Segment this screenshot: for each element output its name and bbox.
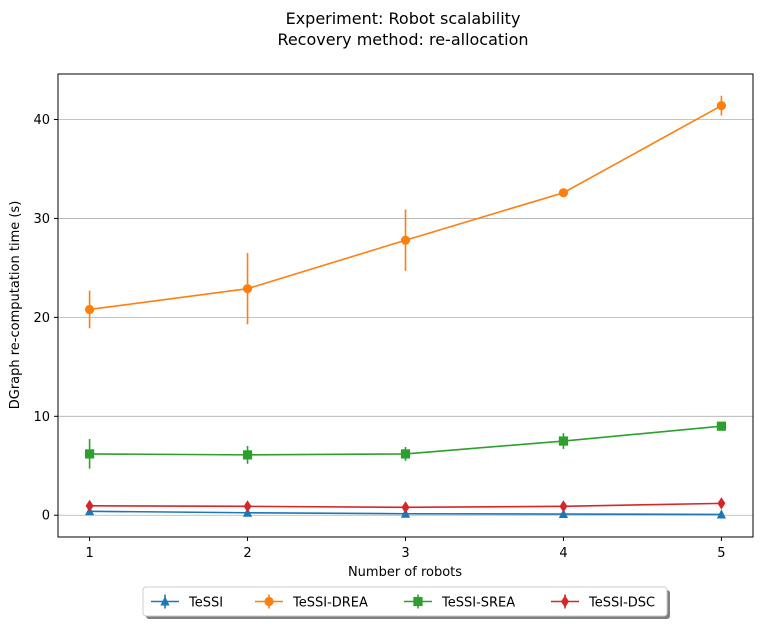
legend-entry-tessi-dsc-marker xyxy=(561,595,569,608)
legend-entry-tessi-srea-marker xyxy=(413,596,423,607)
y-tick-label: 30 xyxy=(33,212,50,227)
plot-frame xyxy=(57,73,754,538)
legend-entry-tessi-dsc: TeSSI-DSC xyxy=(551,594,655,611)
series-tessi-drea-point xyxy=(558,188,569,198)
legend-entry-tessi: TeSSI xyxy=(151,594,223,611)
series-tessi-dsc-point xyxy=(85,499,94,512)
y-axis-label: DGraph re-computation time (s) xyxy=(8,201,23,410)
series-layer xyxy=(84,95,727,519)
chart-title-line-2: Recovery method: re-allocation xyxy=(277,30,528,49)
grid-lines xyxy=(58,119,753,516)
series-tessi-drea-point xyxy=(84,304,95,315)
series-tessi-drea-point xyxy=(716,101,727,111)
series-tessi-srea-point xyxy=(242,450,253,460)
series-tessi-srea-point xyxy=(84,449,95,459)
x-tick-label: 3 xyxy=(401,546,409,561)
x-tick-label: 4 xyxy=(559,546,567,561)
x-tick-label: 1 xyxy=(85,546,93,561)
series-tessi-dsc-point xyxy=(717,497,726,510)
series-tessi-srea-point xyxy=(716,421,727,431)
series-tessi-dsc-point xyxy=(243,500,252,513)
chart-title: Experiment: Robot scalability Recovery m… xyxy=(277,9,528,49)
series-tessi-srea xyxy=(84,421,727,469)
x-axis-label: Number of robots xyxy=(348,565,462,580)
series-tessi-dsc-point xyxy=(401,501,410,514)
x-tick-label: 2 xyxy=(243,546,251,561)
legend: TeSSI TeSSI-DREA TeSSI-SREA TeSSI-DSC xyxy=(142,586,670,619)
series-tessi-dsc-point xyxy=(559,500,568,513)
series-tessi-drea-point xyxy=(400,235,411,245)
series-tessi-drea-line xyxy=(89,104,722,311)
legend-entry-tessi-label: TeSSI xyxy=(188,596,223,611)
chart-title-line-1: Experiment: Robot scalability xyxy=(286,9,521,28)
series-tessi-point xyxy=(716,509,727,519)
axes: 0 10 20 30 40 1 2 3 4 5 xyxy=(33,113,725,561)
legend-entry-tessi-dsc-label: TeSSI-DSC xyxy=(588,596,655,611)
legend-entry-tessi-drea-label: TeSSI-DREA xyxy=(292,596,368,611)
legend-entry-tessi-srea-label: TeSSI-SREA xyxy=(441,596,515,611)
series-tessi-srea-point xyxy=(558,436,569,446)
series-tessi-drea-point xyxy=(242,284,253,294)
y-tick-label: 10 xyxy=(33,410,50,425)
y-tick-label: 40 xyxy=(33,113,50,128)
legend-entry-tessi-srea: TeSSI-SREA xyxy=(404,594,515,611)
y-tick-label: 20 xyxy=(33,311,50,326)
series-tessi-srea-point xyxy=(400,449,411,459)
y-tick-label: 0 xyxy=(42,509,50,524)
legend-entry-tessi-drea: TeSSI-DREA xyxy=(255,594,368,611)
series-tessi-drea xyxy=(84,95,727,329)
legend-entry-tessi-drea-marker xyxy=(264,596,274,607)
series-tessi-point xyxy=(558,508,569,519)
series-tessi-dsc xyxy=(85,497,726,514)
x-tick-label: 5 xyxy=(717,546,725,561)
legend-entry-tessi-marker xyxy=(160,596,170,606)
